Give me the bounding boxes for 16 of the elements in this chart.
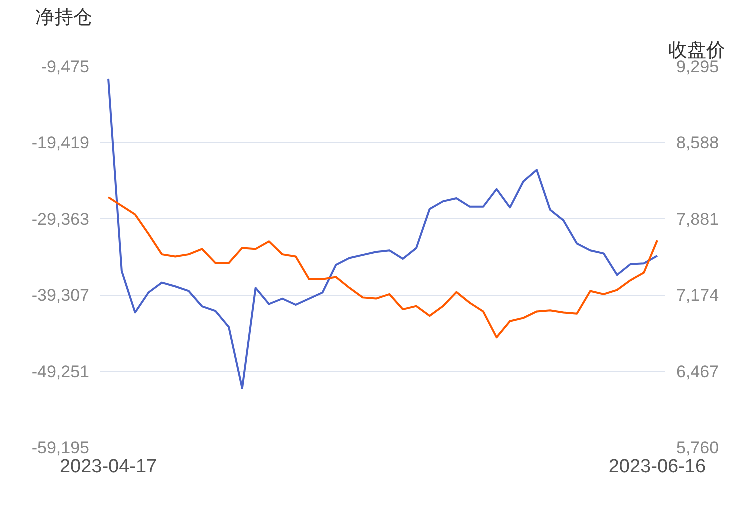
y2-tick-label: 8,588 [676, 134, 720, 153]
line-series [108, 196, 658, 339]
y-axis-title: 净持仓 [36, 8, 92, 28]
y-tick-label: -19,419 [32, 134, 90, 153]
y-tick-label: -9,475 [41, 58, 90, 76]
y2-tick-label: 7,174 [676, 286, 720, 306]
x-tick-label: 2023-06-16 [608, 456, 706, 478]
y-tick-label: -49,251 [32, 362, 90, 382]
y2-tick-label: 5,760 [676, 438, 720, 458]
y-tick-label: -29,363 [32, 210, 90, 229]
x-tick-label: 2023-04-17 [60, 456, 158, 478]
y-tick-label: -39,307 [32, 286, 90, 306]
y-tick-label: -59,195 [32, 438, 90, 458]
y2-tick-label: 6,467 [676, 362, 720, 382]
line-series [108, 78, 658, 390]
y2-tick-label: 7,881 [676, 210, 720, 229]
